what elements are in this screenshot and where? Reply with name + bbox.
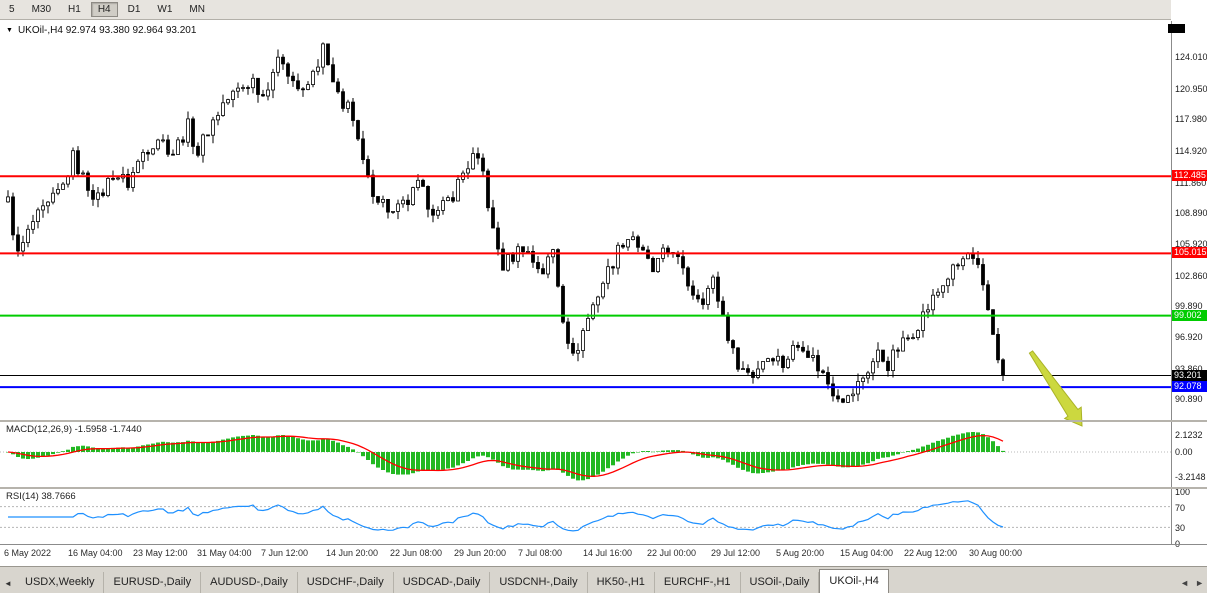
tab-scroll-right-icon[interactable]: ► xyxy=(1195,578,1204,588)
tab-scroll-buttons: ◄ ► xyxy=(1180,578,1204,588)
price-axis-tick: 90.890 xyxy=(1175,394,1203,404)
price-level-badge: 99.002 xyxy=(1172,310,1207,321)
time-axis-label: 7 Jun 12:00 xyxy=(261,548,309,558)
time-axis-label: 29 Jun 20:00 xyxy=(454,548,507,558)
rsi-axis-label: 70 xyxy=(1175,503,1186,513)
rsi-line xyxy=(8,500,1004,532)
macd-axis-label: -3.2148 xyxy=(1175,472,1206,482)
price-axis-tick: 124.010 xyxy=(1175,52,1207,62)
macd-axis-label: 2.1232 xyxy=(1175,430,1203,440)
rsi-axis-label: 30 xyxy=(1175,523,1186,533)
timeframe-toolbar: 5 M30 H1 H4 D1 W1 MN xyxy=(0,0,1207,20)
tab-list: USDX,Weekly EURUSD-,Daily AUDUSD-,Daily USD… xyxy=(16,567,889,593)
macd-indicator-label: MACD(12,26,9) -1.5958 -1.7440 xyxy=(6,424,142,435)
chart-context-icon[interactable]: ▼ xyxy=(6,27,13,34)
tab-scroll-left-icon[interactable]: ◄ xyxy=(1180,578,1190,588)
pane-splitter-rsi[interactable] xyxy=(0,487,1207,489)
time-axis-label: 22 Jul 00:00 xyxy=(647,548,697,558)
time-axis-label: 7 Jul 08:00 xyxy=(518,548,563,558)
symbol-tab-usoil-daily[interactable]: USOil-,Daily xyxy=(740,572,820,593)
price-axis-tick: 105.920 xyxy=(1175,239,1207,249)
timeframe-button-h1[interactable]: H1 xyxy=(68,4,81,15)
rsi-axis-label: 100 xyxy=(1175,487,1191,497)
time-axis-label: 6 May 2022 xyxy=(4,548,52,558)
symbol-tab-hk50-h1[interactable]: HK50-,H1 xyxy=(587,572,655,593)
macd-signal-line xyxy=(7,434,1004,477)
price-level-badge: 112.485 xyxy=(1172,170,1207,181)
time-axis-label: 31 May 04:00 xyxy=(197,548,252,558)
time-axis-label: 23 May 12:00 xyxy=(133,548,188,558)
price-axis-tick: 93.860 xyxy=(1175,364,1203,374)
time-axis-label: 30 Aug 00:00 xyxy=(969,548,1023,558)
macd-axis-label: 0.00 xyxy=(1175,447,1193,457)
timeframe-button-d1[interactable]: D1 xyxy=(127,4,141,15)
rsi-indicator-label: RSI(14) 38.7666 xyxy=(6,491,76,502)
symbol-tab-eurusd-daily[interactable]: EURUSD-,Daily xyxy=(104,572,202,593)
symbol-tab-eurchf-h1[interactable]: EURCHF-,H1 xyxy=(654,572,741,593)
time-axis-label: 14 Jul 16:00 xyxy=(583,548,633,558)
annotation-arrow[interactable] xyxy=(1028,350,1083,427)
price-axis-tick: 102.860 xyxy=(1175,271,1207,281)
price-level-badge: 92.078 xyxy=(1172,381,1207,392)
symbol-tab-usdcnh-daily[interactable]: USDCNH-,Daily xyxy=(490,572,588,593)
rsi-pane xyxy=(0,500,1171,532)
chart-symbol-ohlc: UKOil-,H4 92.974 93.380 92.964 93.201 xyxy=(17,25,197,36)
price-axis-tick: 96.920 xyxy=(1175,332,1203,342)
price-axis-tick: 111.860 xyxy=(1175,178,1207,188)
macd-pane xyxy=(0,432,1171,481)
timeframe-button-w1[interactable]: W1 xyxy=(157,4,173,15)
price-axis-tick: 114.920 xyxy=(1175,146,1207,156)
price-axis-tick: 117.980 xyxy=(1175,114,1207,124)
symbol-tab-usdx-weekly[interactable]: USDX,Weekly xyxy=(16,572,105,593)
chart-shift-marker[interactable] xyxy=(1168,24,1185,33)
price-axis-border xyxy=(1171,21,1172,544)
price-axis-tick: 99.890 xyxy=(1175,301,1203,311)
time-axis: 6 May 2022 16 May 04:00 23 May 12:00 31 May… xyxy=(0,545,1171,565)
chart-canvas[interactable] xyxy=(0,0,1207,566)
symbol-tab-usdchf-daily[interactable]: USDCHF-,Daily xyxy=(297,572,394,593)
time-axis-label: 22 Jun 08:00 xyxy=(390,548,443,558)
horizontal-levels[interactable] xyxy=(0,175,1171,389)
price-level-badge: 93.201 xyxy=(1172,370,1207,381)
pane-splitter-macd[interactable] xyxy=(0,420,1207,422)
time-axis-label: 14 Jun 20:00 xyxy=(326,548,379,558)
timeframe-button-mn[interactable]: MN xyxy=(189,4,205,15)
time-axis-label: 22 Aug 12:00 xyxy=(904,548,958,558)
chart-symbol-header: ▼ UKOil-,H4 92.974 93.380 92.964 93.201 xyxy=(6,25,196,36)
price-axis: 124.010 120.950 117.980 114.920 111.860 108.8… xyxy=(1171,0,1207,566)
timeframe-button-5[interactable]: 5 xyxy=(9,4,15,15)
time-axis-label: 15 Aug 04:00 xyxy=(840,548,894,558)
time-axis-border xyxy=(0,544,1207,545)
price-axis-tick: 108.890 xyxy=(1175,208,1207,218)
symbol-tab-usdcad-daily[interactable]: USDCAD-,Daily xyxy=(393,572,491,593)
candlestick-series xyxy=(6,42,1005,404)
time-axis-label: 5 Aug 20:00 xyxy=(776,548,825,558)
time-axis-label: 29 Jul 12:00 xyxy=(711,548,761,558)
chart-tab-bar: ◄ USDX,Weekly EURUSD-,Daily AUDUSD-,Daily U… xyxy=(0,566,1207,593)
tab-corner-icon[interactable]: ◄ xyxy=(4,578,12,588)
price-level-badge: 105.015 xyxy=(1172,247,1207,258)
timeframe-button-m30[interactable]: M30 xyxy=(31,4,52,15)
price-axis-tick: 120.950 xyxy=(1175,84,1207,94)
symbol-tab-audusd-daily[interactable]: AUDUSD-,Daily xyxy=(201,572,298,593)
symbol-tab-ukoil-h4[interactable]: UKOil-,H4 xyxy=(819,569,889,593)
timeframe-button-h4[interactable]: H4 xyxy=(90,2,118,17)
time-axis-label: 16 May 04:00 xyxy=(68,548,123,558)
